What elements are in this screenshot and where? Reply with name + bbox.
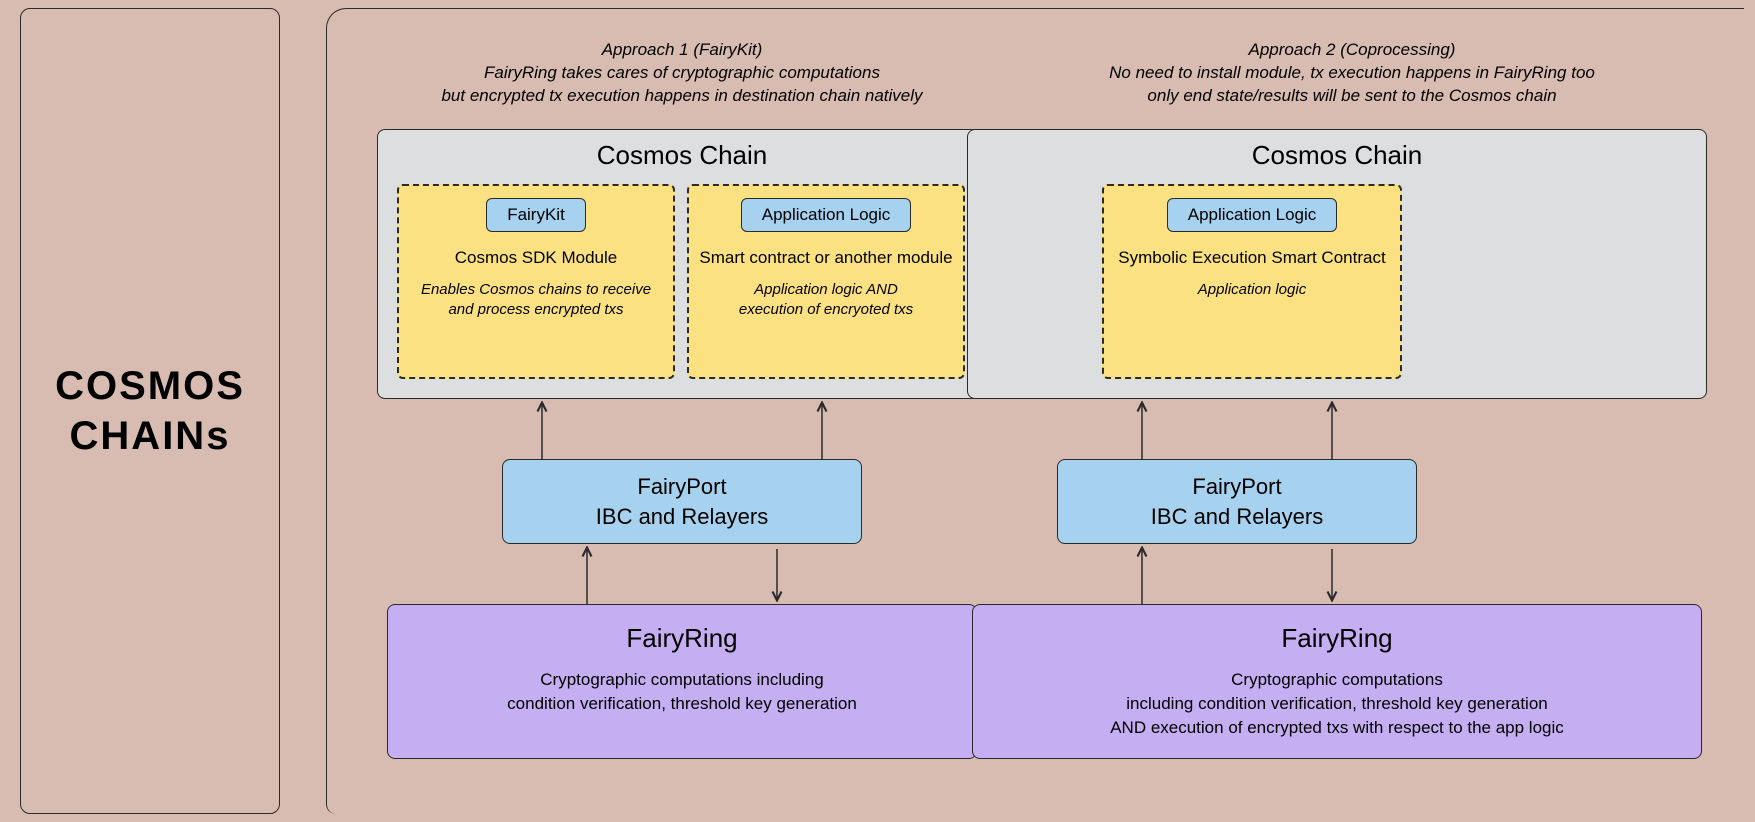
right-panel: Approach 1 (FairyKit) FairyRing takes ca… — [326, 8, 1744, 814]
fairyport1-line2: IBC and Relayers — [503, 502, 861, 532]
approach2-header: Approach 2 (Coprocessing) No need to ins… — [1017, 39, 1687, 108]
approach2-applogic-box: Application Logic Symbolic Execution Sma… — [1102, 184, 1402, 379]
applogic-pill-1: Application Logic — [741, 198, 912, 232]
approach1-desc1: FairyRing takes cares of cryptographic c… — [387, 62, 977, 85]
fairyring2-title: FairyRing — [973, 623, 1701, 654]
left-panel: COSMOS CHAINs — [20, 8, 280, 814]
applogic2-sub2: Application logic — [1104, 280, 1400, 300]
approach2-title: Approach 2 (Coprocessing) — [1017, 39, 1687, 62]
approach1-fairykit-box: FairyKit Cosmos SDK Module Enables Cosmo… — [397, 184, 675, 379]
applogic1-sub2: Application logic AND execution of encry… — [689, 280, 963, 321]
approach1-header: Approach 1 (FairyKit) FairyRing takes ca… — [387, 39, 977, 108]
approach2-fairyport: FairyPort IBC and Relayers — [1057, 459, 1417, 544]
approach2-desc1: No need to install module, tx execution … — [1017, 62, 1687, 85]
fairyport1-line1: FairyPort — [503, 472, 861, 502]
approach1-applogic-box: Application Logic Smart contract or anot… — [687, 184, 965, 379]
fairyring1-sub: Cryptographic computations including con… — [388, 668, 976, 716]
left-title-line2: CHAINs — [70, 414, 231, 458]
fairyport2-line1: FairyPort — [1058, 472, 1416, 502]
fairyring2-sub: Cryptographic computations including con… — [973, 668, 1701, 739]
applogic-pill-2: Application Logic — [1167, 198, 1338, 232]
fairyring1-title: FairyRing — [388, 623, 976, 654]
fairyport2-line2: IBC and Relayers — [1058, 502, 1416, 532]
fairykit-sub1: Cosmos SDK Module — [399, 248, 673, 268]
fairykit-sub2: Enables Cosmos chains to receive and pro… — [399, 280, 673, 321]
applogic1-sub1: Smart contract or another module — [689, 248, 963, 268]
approach2-desc2: only end state/results will be sent to t… — [1017, 85, 1687, 108]
left-title: COSMOS CHAINs — [55, 361, 245, 461]
left-title-line1: COSMOS — [55, 364, 245, 408]
approach1-fairyring: FairyRing Cryptographic computations inc… — [387, 604, 977, 759]
approach1-fairyport: FairyPort IBC and Relayers — [502, 459, 862, 544]
approach1-title: Approach 1 (FairyKit) — [387, 39, 977, 62]
fairykit-pill: FairyKit — [486, 198, 586, 232]
approach1-chain-title: Cosmos Chain — [378, 130, 986, 171]
approach2-fairyring: FairyRing Cryptographic computations inc… — [972, 604, 1702, 759]
approach2-chain-title: Cosmos Chain — [968, 130, 1706, 171]
applogic2-sub1: Symbolic Execution Smart Contract — [1104, 248, 1400, 268]
approach1-desc2: but encrypted tx execution happens in de… — [387, 85, 977, 108]
